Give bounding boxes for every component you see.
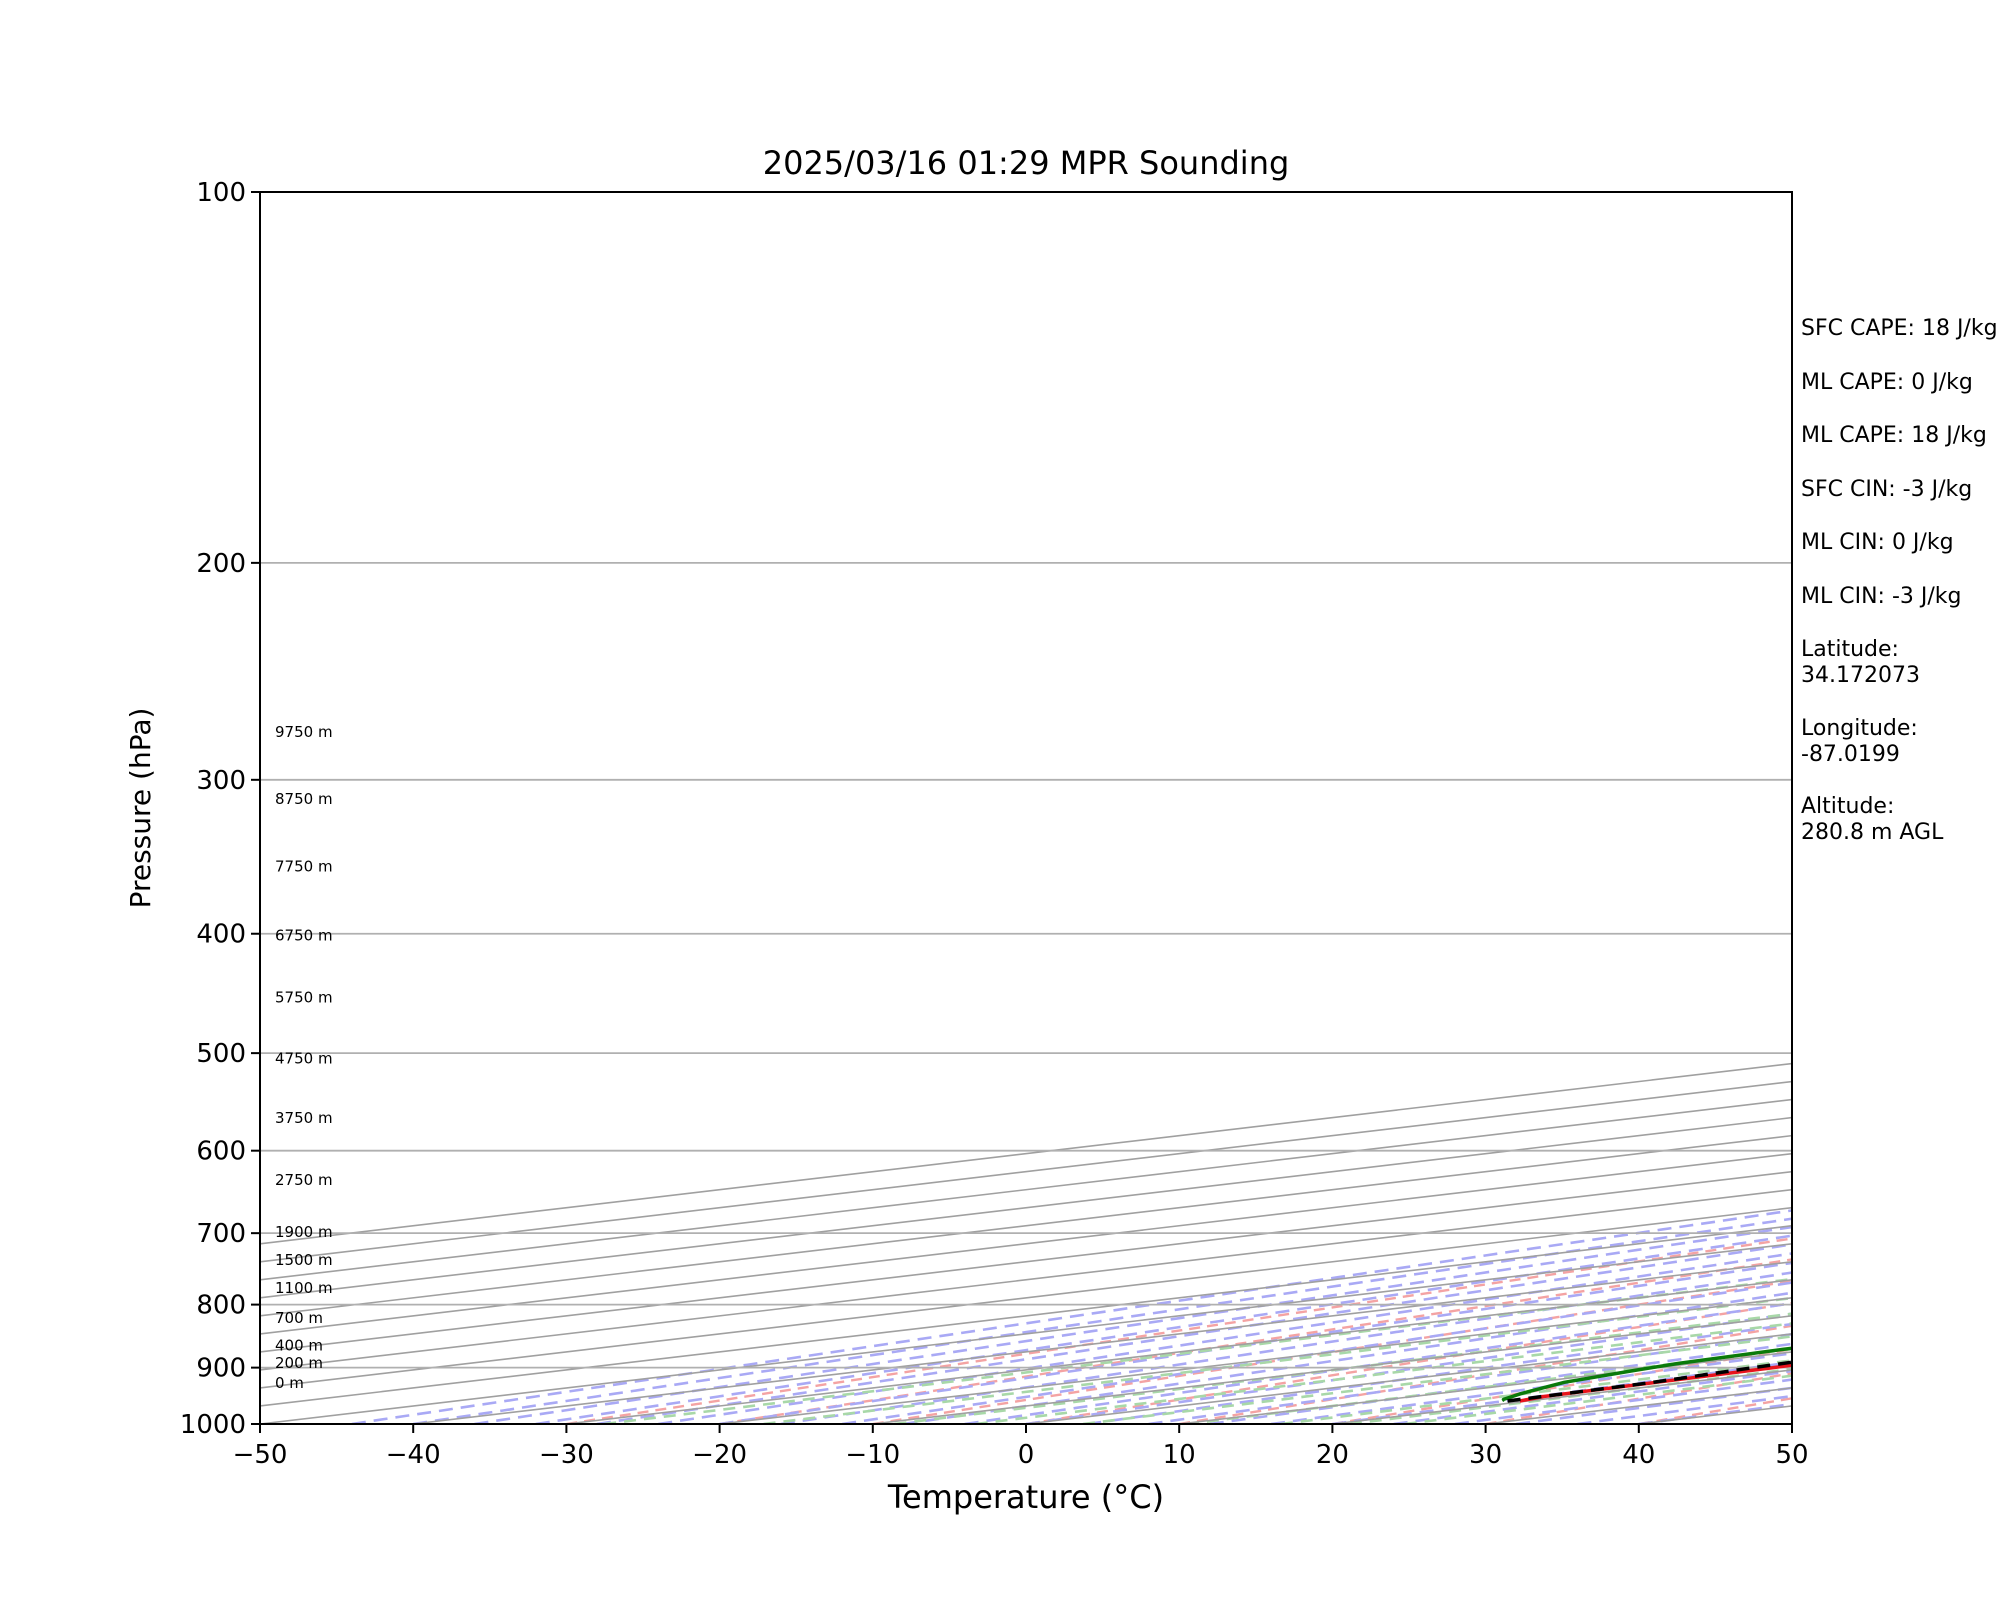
ml-cin-2: ML CIN: -3 J/kg [1801,583,1962,609]
longitude-value: -87.0199 [1801,741,1900,767]
y-tick-label: 100 [196,178,246,208]
ml-cin: ML CIN: 0 J/kg [1801,530,1954,555]
isotherm [260,1170,1792,1353]
isotherm [260,1152,1792,1335]
isotherm [260,1098,1792,1281]
dry-adiabat [566,1237,1792,1424]
y-tick-label: 800 [196,1291,246,1321]
x-tick-label: 10 [1163,1440,1196,1470]
x-tick-label: 30 [1469,1440,1502,1470]
height-label: 3750 m [275,1109,333,1127]
isotherm [260,1116,1792,1299]
moist-adiabat [658,1252,1792,1424]
ml-cape: ML CAPE: 0 J/kg [1801,369,1973,395]
background-lines [260,561,1792,1424]
height-label: 7750 m [275,857,333,875]
moist-adiabat [719,1261,1792,1424]
moist-adiabat [596,1243,1792,1424]
longitude-label: Longitude: [1801,715,1918,741]
moist-adiabat [474,1225,1792,1424]
ml-cape-2: ML CAPE: 18 J/kg [1801,423,1987,448]
height-label: 1100 m [275,1279,333,1297]
altitude-value: 280.8 m AGL [1801,820,1944,845]
sfc-cin: SFC CIN: -3 J/kg [1801,476,1973,502]
x-tick-label: 20 [1316,1440,1349,1470]
y-tick-label: 600 [196,1137,246,1167]
y-tick-label: 500 [196,1039,246,1069]
height-labels: 9750 m 8750 m 7750 m 6750 m 5750 m 4750 m 3750… [275,723,333,1392]
y-tick-label: 400 [196,920,246,950]
height-label: 4750 m [275,1050,333,1068]
dry-adiabat [872,1279,1792,1424]
y-axis-label: Pressure (hPa) [124,708,157,909]
chart-title: 2025/03/16 01:29 MPR Sounding [763,144,1290,182]
moist-adiabat [903,1291,1792,1424]
mixing-ratio-line [1186,1347,1792,1424]
isotherm [260,1062,1792,1245]
x-tick-label: 0 [1018,1440,1035,1470]
plot-frame [259,191,1793,1425]
x-tick-label: −30 [539,1440,594,1470]
mixing-ratio-line [1082,1335,1792,1424]
dry-adiabat [1179,1324,1792,1424]
y-axis-ticks: 100 200 300 400 500 600 700 800 900 1000 [180,178,260,1440]
altitude-label: Altitude: [1801,794,1895,819]
moist-adiabat [535,1234,1792,1424]
isotherm [260,1242,1792,1424]
y-tick-label: 1000 [180,1410,246,1440]
x-axis-label: Temperature (°C) [887,1478,1164,1516]
latitude-label: Latitude: [1801,637,1899,662]
y-tick-label: 700 [196,1219,246,1249]
height-label: 200 m [275,1354,323,1372]
mixing-ratio-line [894,1312,1792,1424]
height-label: 1500 m [275,1251,333,1269]
isotherm [260,1134,1792,1317]
latitude: Latitude: 34.172073 [1801,637,2000,689]
x-axis-ticks: −50 −40 −30 −20 −10 0 10 20 30 40 50 [233,1424,1809,1470]
mixing-ratio-line [975,1322,1792,1424]
height-label: 400 m [275,1337,323,1355]
x-tick-label: −20 [692,1440,747,1470]
x-tick-label: −50 [233,1440,288,1470]
y-tick-label: 300 [196,766,246,796]
x-tick-label: 50 [1775,1440,1808,1470]
height-label: 0 m [275,1374,304,1392]
height-label: 9750 m [275,723,333,741]
height-label: 700 m [275,1309,323,1327]
longitude: Longitude: -87.0199 [1801,716,2000,768]
sounding-stats: SFC CAPE: 18 J/kg ML CAPE: 0 J/kg ML CAP… [1801,316,2000,873]
x-tick-label: −40 [386,1440,441,1470]
sfc-cape: SFC CAPE: 18 J/kg [1801,316,1998,341]
height-label: 6750 m [275,926,333,944]
height-label: 1900 m [275,1223,333,1241]
latitude-value: 34.172073 [1801,663,1920,688]
isotherm [260,1080,1792,1263]
x-tick-label: −10 [845,1440,900,1470]
height-label: 8750 m [275,790,333,808]
isotherm [260,1188,1792,1371]
x-tick-label: 40 [1622,1440,1655,1470]
height-label: 5750 m [275,989,333,1007]
isotherm [260,1206,1792,1389]
altitude: Altitude: 280.8 m AGL [1801,794,2000,846]
moist-adiabat [1087,1322,1792,1424]
height-label: 2750 m [275,1171,333,1189]
y-tick-label: 900 [196,1354,246,1384]
y-tick-label: 200 [196,549,246,579]
moist-adiabat [964,1301,1792,1424]
